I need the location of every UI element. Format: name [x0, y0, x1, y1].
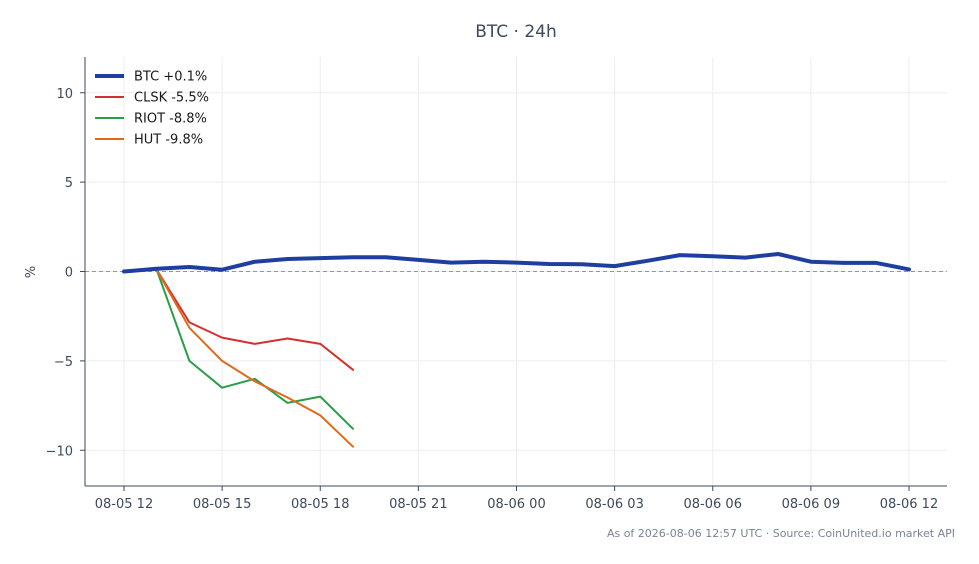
- y-axis-label: %: [24, 266, 39, 278]
- y-tick-label: 0: [65, 266, 73, 281]
- series-line-riot: [155, 268, 354, 430]
- y-ticks: 10 5 0 −5 −10: [46, 87, 85, 459]
- legend-label-hut: HUT -9.8%: [134, 133, 203, 148]
- y-tick-label: 10: [56, 87, 73, 102]
- legend-label-riot: RIOT -8.8%: [134, 112, 207, 127]
- x-tick-label: 08-05 12: [95, 497, 153, 512]
- series-line-btc: [122, 252, 911, 274]
- source-note: As of 2026-08-06 12:57 UTC · Source: Coi…: [607, 527, 955, 540]
- series-line-clsk: [155, 268, 354, 371]
- y-tick-label: −5: [54, 355, 73, 370]
- x-tick-label: 08-06 00: [487, 497, 545, 512]
- y-tick-label: −10: [46, 444, 73, 459]
- x-tick-label: 08-06 09: [782, 497, 840, 512]
- x-tick-label: 08-05 21: [389, 497, 447, 512]
- y-tick-label: 5: [65, 176, 73, 191]
- x-tick-label: 08-05 15: [193, 497, 251, 512]
- legend: BTC +0.1% CLSK -5.5% RIOT -8.8% HUT -9.8%: [95, 70, 209, 148]
- x-tick-label: 08-05 18: [291, 497, 349, 512]
- series-group: [122, 252, 911, 448]
- x-tick-label: 08-06 12: [880, 497, 938, 512]
- x-tick-label: 08-06 06: [684, 497, 742, 512]
- chart-title: BTC · 24h: [475, 22, 557, 42]
- legend-label-btc: BTC +0.1%: [134, 70, 207, 85]
- series-line-hut: [155, 268, 354, 448]
- legend-label-clsk: CLSK -5.5%: [134, 91, 209, 106]
- x-tick-label: 08-06 03: [585, 497, 643, 512]
- x-ticks: 08-05 12 08-05 15 08-05 18 08-05 21 08-06 00…: [95, 486, 938, 512]
